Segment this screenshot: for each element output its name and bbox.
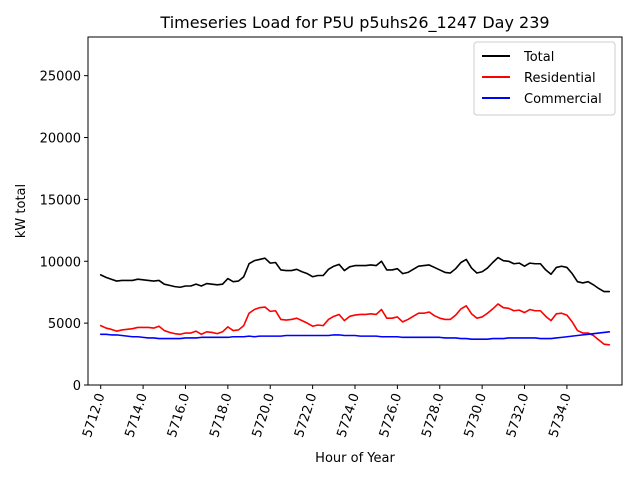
y-tick-label: 20000 xyxy=(40,132,81,147)
x-axis-label: Hour of Year xyxy=(315,451,395,466)
legend-label-residential: Residential xyxy=(524,71,596,86)
legend-label-commercial: Commercial xyxy=(524,92,602,107)
y-tick-label: 25000 xyxy=(40,70,81,85)
series-line-total xyxy=(99,256,611,293)
chart-title: Timeseries Load for P5U p5uhs26_1247 Day… xyxy=(159,13,549,33)
y-tick-label: 5000 xyxy=(48,317,81,332)
series-line-residential xyxy=(99,303,611,346)
y-tick-label: 10000 xyxy=(40,255,81,270)
y-axis-label: kW total xyxy=(14,184,29,238)
legend-label-total: Total xyxy=(523,50,554,65)
legend-box xyxy=(473,41,616,116)
series-line-commercial xyxy=(99,330,611,341)
legend: Total Residential Commercial xyxy=(473,41,616,116)
y-tick-label: 15000 xyxy=(40,193,81,208)
y-tick-label: 0 xyxy=(73,379,81,394)
